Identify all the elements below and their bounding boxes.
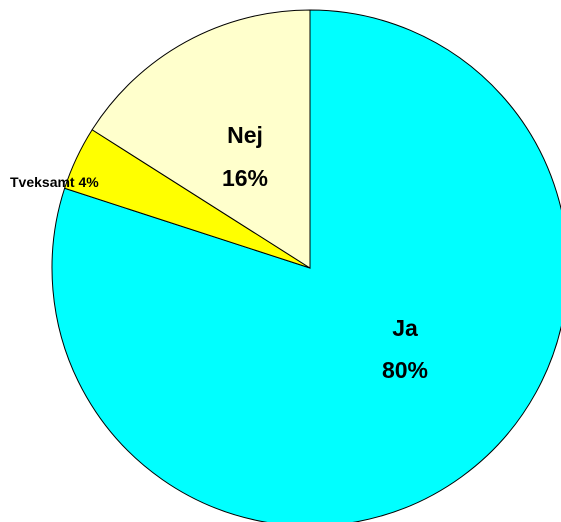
slice-label: Nej — [227, 122, 263, 148]
slice-label: Tveksamt — [10, 174, 75, 190]
slice-value-label: 4% — [78, 174, 99, 190]
pie-slice — [91, 9, 311, 269]
pie-slice — [51, 9, 561, 522]
slice-label-group: Tveksamt 4% — [10, 174, 99, 190]
slice-value-label: 16% — [222, 165, 268, 191]
slice-value-label: 80% — [382, 357, 428, 383]
slice-label: Ja — [392, 315, 418, 341]
